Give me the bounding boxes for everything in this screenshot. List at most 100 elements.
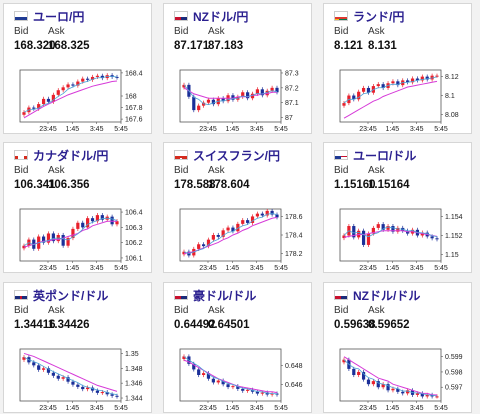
y-tick-label: 87.1 — [285, 100, 299, 107]
candle — [415, 393, 420, 395]
rate-card[interactable]: 英ポンド/ドル Bid Ask 1.34416 1.34426 1.35 1.348 1.34… — [3, 282, 152, 413]
price-chart: 0.599 0.598 0.597 23:45 1:45 3:45 5:45 — [339, 348, 463, 412]
x-tick-label: 1:45 — [66, 405, 80, 412]
candle — [231, 386, 235, 388]
pair-link[interactable]: ランド/円 — [353, 9, 405, 24]
y-tick-label: 106.3 — [125, 225, 143, 232]
pair-link[interactable]: NZドル/円 — [193, 9, 249, 24]
candle — [66, 377, 70, 382]
ask-label: Ask — [48, 165, 65, 176]
bid-label: Bid — [14, 165, 29, 176]
candle — [71, 381, 75, 385]
candle — [430, 75, 434, 80]
candle — [211, 378, 215, 383]
candle — [270, 87, 274, 91]
x-tick-label: 23:45 — [39, 126, 57, 133]
ask-label: Ask — [208, 26, 225, 37]
price-chart: 168.4 168 167.8 167.6 23:45 1:45 3:45 5:45 — [19, 69, 143, 133]
candle — [66, 84, 70, 88]
x-tick-label: 3:45 — [250, 405, 264, 412]
candle — [216, 235, 220, 237]
y-tick-label: 1.344 — [125, 396, 143, 403]
rate-card[interactable]: NZドル/円 Bid Ask 87.171 87.183 87.3 87.2 87.1 87 23… — [163, 3, 312, 134]
candle — [32, 362, 36, 366]
candle — [51, 372, 55, 376]
rate-card[interactable]: カナダドル/円 Bid Ask 106.341 106.356 106.4 106.3 106… — [3, 142, 152, 273]
plot-frame — [19, 208, 122, 262]
rate-card[interactable]: ユーロ/円 Bid Ask 168.320 168.325 168.4 168 167.8 16… — [3, 3, 152, 134]
pair-link[interactable]: ユーロ/円 — [33, 9, 85, 24]
moving-average-line — [183, 359, 278, 394]
x-tick-label: 23:45 — [39, 405, 57, 412]
pair-link[interactable]: カナダドル/円 — [33, 148, 109, 163]
ask-label: Ask — [48, 26, 65, 37]
candle — [32, 107, 36, 109]
candle — [221, 230, 225, 237]
candle — [275, 214, 279, 218]
card-title: カナダドル/円 — [14, 147, 108, 163]
candle — [342, 103, 346, 106]
price-chart: 0.648 0.646 23:45 1:45 3:45 5:45 — [179, 348, 303, 412]
candle — [216, 380, 220, 383]
bid-label: Bid — [174, 165, 189, 176]
rate-card[interactable]: 豪ドル/ドル Bid Ask 0.64492 0.64501 0.648 0.646 23:4… — [163, 282, 312, 413]
ask-value: 1.15164 — [368, 179, 410, 191]
candle — [391, 81, 395, 84]
bid-value: 87.171 — [174, 40, 210, 52]
candle — [51, 233, 55, 242]
y-tick-label: 178.2 — [285, 251, 303, 258]
x-tick-label: 23:45 — [199, 265, 217, 272]
pair-link[interactable]: NZドル/ドル — [353, 288, 421, 303]
candle — [236, 386, 240, 389]
x-tick-label: 5:45 — [434, 405, 448, 412]
candle — [95, 215, 100, 222]
pair-link[interactable]: 豪ドル/ドル — [193, 288, 257, 303]
rate-card[interactable]: ランド/円 Bid Ask 8.121 8.131 8.12 8.1 8.08 23:45 1:4… — [323, 3, 472, 134]
pair-link[interactable]: ユーロ/ドル — [353, 148, 417, 163]
candle — [197, 244, 201, 249]
candle — [265, 210, 269, 216]
card-title: 英ポンド/ドル — [14, 287, 108, 303]
candle — [211, 99, 215, 105]
candle — [90, 76, 95, 80]
price-chart: 1.154 1.152 1.15 23:45 1:45 3:45 5:45 — [339, 208, 463, 272]
x-tick-label: 23:45 — [199, 405, 217, 412]
y-tick-label: 0.648 — [285, 363, 303, 370]
candle — [342, 359, 346, 363]
candle — [71, 228, 75, 239]
candle — [71, 84, 75, 86]
ask-label: Ask — [368, 305, 385, 316]
candle — [86, 218, 90, 228]
candle — [226, 384, 230, 388]
candle — [275, 87, 279, 93]
candle — [250, 389, 255, 392]
short-average-line — [23, 76, 118, 113]
candle — [221, 380, 225, 385]
short-average-line — [23, 356, 118, 396]
candle — [352, 95, 356, 100]
rate-card[interactable]: スイスフラン/円 Bid Ask 178.588 178.604 178.6 178.4 17… — [163, 142, 312, 273]
candle — [396, 388, 400, 392]
short-average-line — [343, 359, 438, 397]
candle — [110, 394, 114, 396]
pair-link[interactable]: スイスフラン/円 — [193, 148, 280, 163]
rate-card[interactable]: ユーロ/ドル Bid Ask 1.15160 1.15164 1.154 1.152 1.15… — [323, 142, 472, 273]
candle — [361, 87, 366, 92]
y-tick-label: 106.1 — [125, 255, 143, 262]
ch-flag-icon — [174, 150, 188, 160]
rate-card[interactable]: NZドル/ドル Bid Ask 0.59638 0.59652 0.599 0.598 0.5… — [323, 282, 472, 413]
y-tick-label: 87.2 — [285, 85, 299, 92]
nz-flag-icon — [174, 11, 188, 21]
y-tick-label: 8.12 — [445, 74, 459, 81]
candle — [260, 392, 264, 394]
pair-link[interactable]: 英ポンド/ドル — [33, 288, 109, 303]
candle — [115, 221, 119, 225]
plot-frame — [179, 69, 282, 123]
candle — [37, 104, 41, 109]
candle — [231, 227, 235, 232]
bid-label: Bid — [334, 305, 349, 316]
candle — [182, 356, 186, 360]
bid-value: 178.588 — [174, 179, 216, 191]
ask-label: Ask — [208, 305, 225, 316]
candle — [246, 220, 250, 223]
